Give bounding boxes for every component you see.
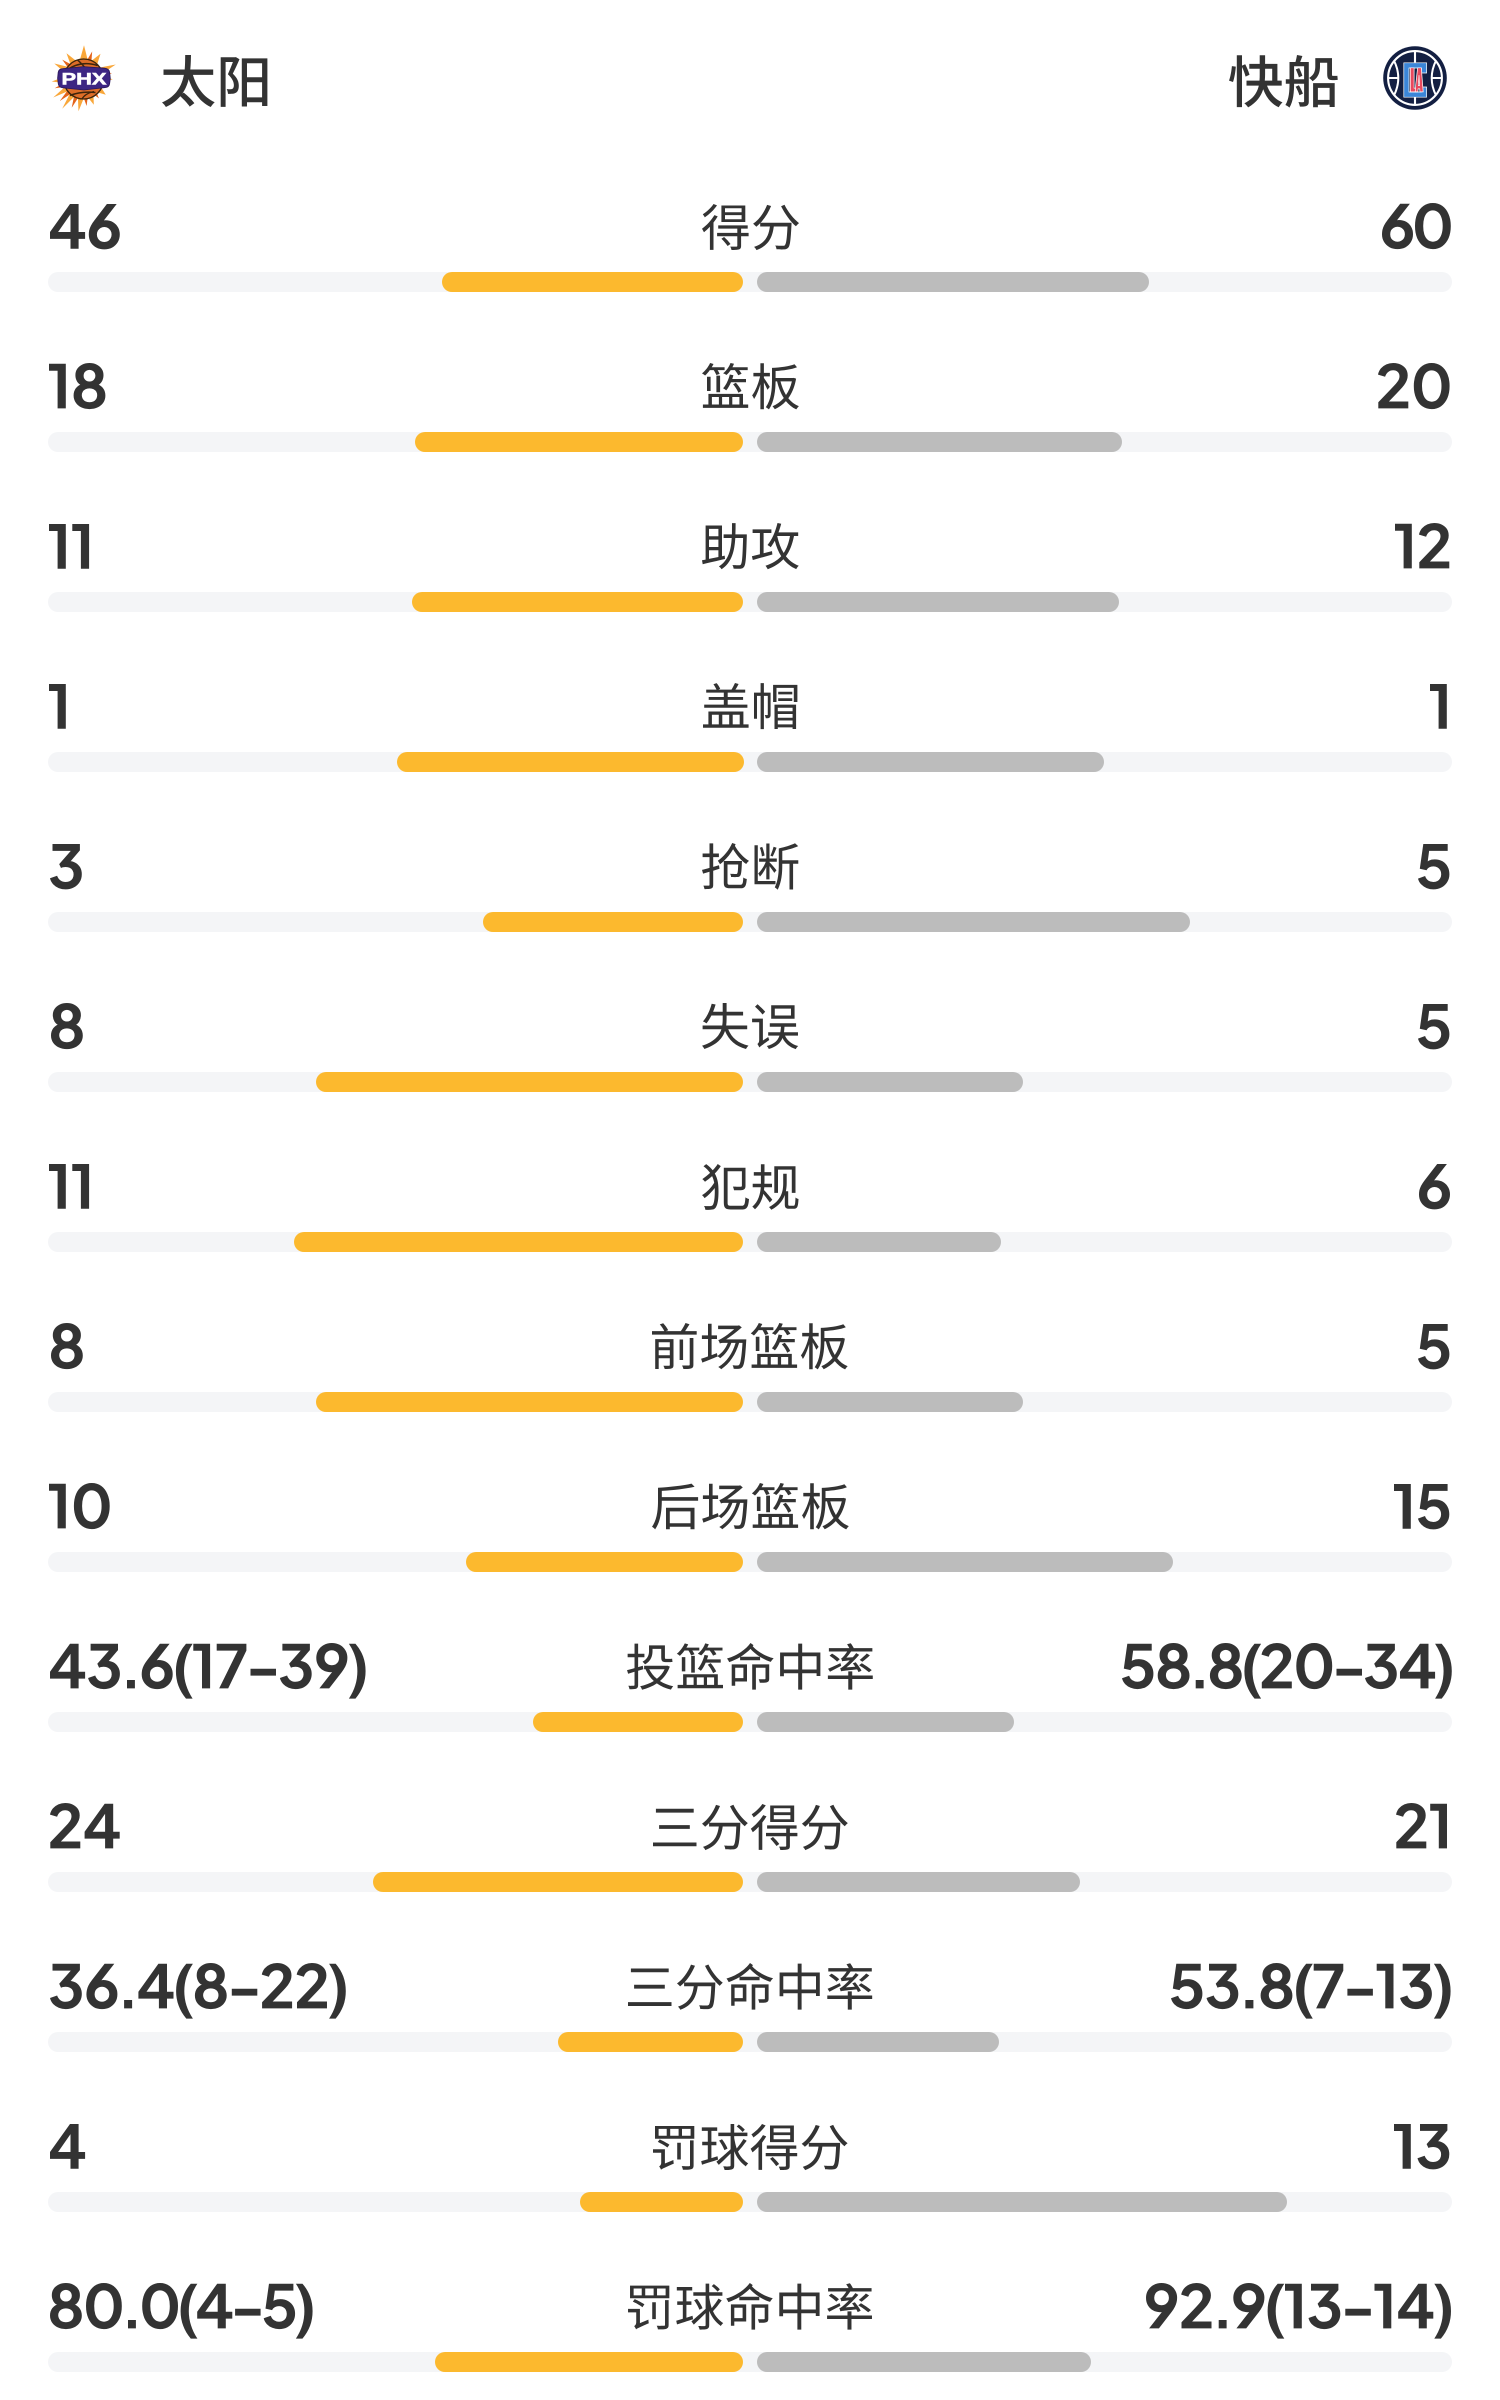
svg-text:PHX: PHX bbox=[62, 70, 108, 89]
